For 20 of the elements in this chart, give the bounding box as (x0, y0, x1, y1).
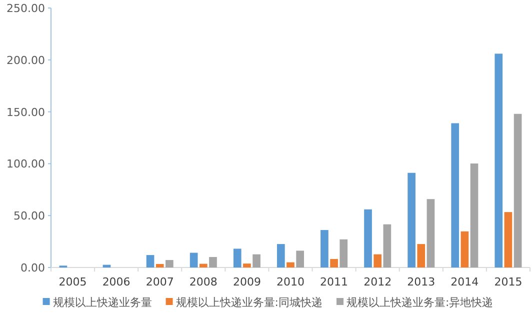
x-tick-label: 2015 (494, 276, 522, 288)
x-tick-label: 2011 (320, 276, 348, 288)
x-tick-label: 2007 (146, 276, 174, 288)
x-tick-label: 2012 (364, 276, 392, 288)
y-tick-label: 150.00 (6, 106, 45, 119)
y-tick-label: 0.00 (20, 262, 45, 274)
legend-label: 规模以上快递业务量:同城快递 (176, 296, 322, 309)
y-tick-label: 250.00 (6, 2, 45, 15)
x-tick-label: 2006 (102, 276, 130, 288)
x-tick-label: 2005 (58, 276, 87, 288)
y-tick-label: 200.00 (6, 54, 45, 67)
x-tick-label: 2010 (276, 276, 304, 288)
x-tick-label: 2008 (189, 276, 218, 288)
y-tick-label: 100.00 (6, 158, 45, 171)
y-tick-label: 50.00 (14, 210, 45, 223)
x-tick-label: 2013 (407, 276, 436, 288)
legend-label: 规模以上快递业务量:异地快递 (346, 296, 494, 309)
x-tick-label: 2014 (450, 276, 479, 288)
x-tick-label: 2009 (232, 276, 261, 288)
legend-label: 规模以上快递业务量 (52, 296, 152, 309)
